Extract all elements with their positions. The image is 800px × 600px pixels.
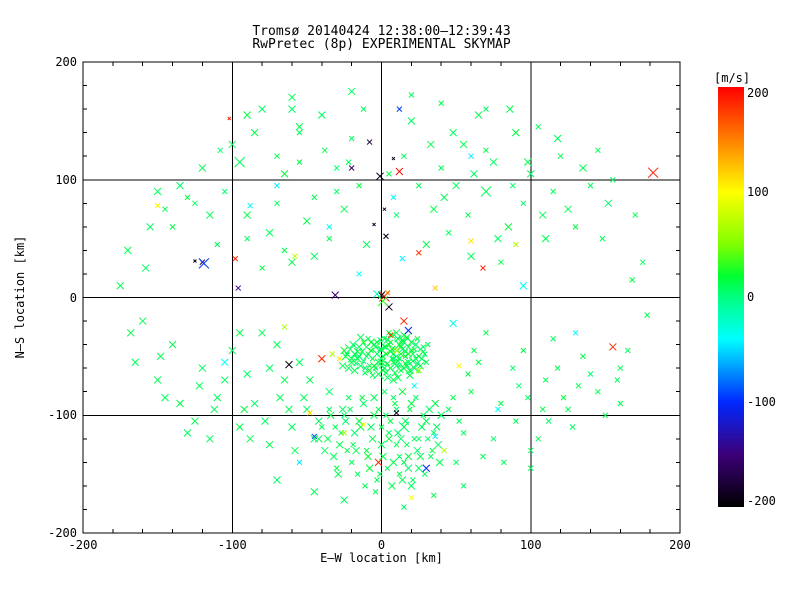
colorbar [718, 87, 744, 507]
plot-subtitle: RwPretec (8p) EXPERIMENTAL SKYMAP [252, 37, 511, 52]
colorbar-tick-label: -200 [747, 494, 776, 508]
colorbar-tick-label: 0 [747, 290, 755, 304]
colorbar-unit-label: [m/s] [714, 71, 751, 85]
x-tick-label: 0 [377, 538, 386, 552]
x-tick-label: 100 [519, 538, 542, 552]
y-tick-label: -100 [48, 408, 77, 423]
plot-title: Tromsø 20140424 12:38:00–12:39:43 [252, 24, 511, 39]
x-tick-label: -200 [68, 538, 98, 552]
x-tick-label: 200 [669, 538, 691, 552]
y-tick-label: -200 [48, 526, 77, 540]
y-tick-label: 100 [55, 172, 77, 187]
grid-lines [83, 62, 680, 533]
y-tick-label: 0 [69, 290, 77, 305]
scatter-points [116, 87, 659, 510]
x-tick-label: -100 [217, 538, 247, 552]
axis-ticks [82, 61, 681, 534]
y-axis-label: N–S location [km] [13, 235, 27, 359]
colorbar-tick-label: 100 [747, 185, 769, 199]
x-axis-label: E–W location [km] [320, 551, 443, 565]
colorbar-tick-label: -100 [747, 395, 776, 409]
colorbar-tick-label: 200 [747, 86, 769, 100]
y-tick-label: 200 [55, 55, 77, 69]
